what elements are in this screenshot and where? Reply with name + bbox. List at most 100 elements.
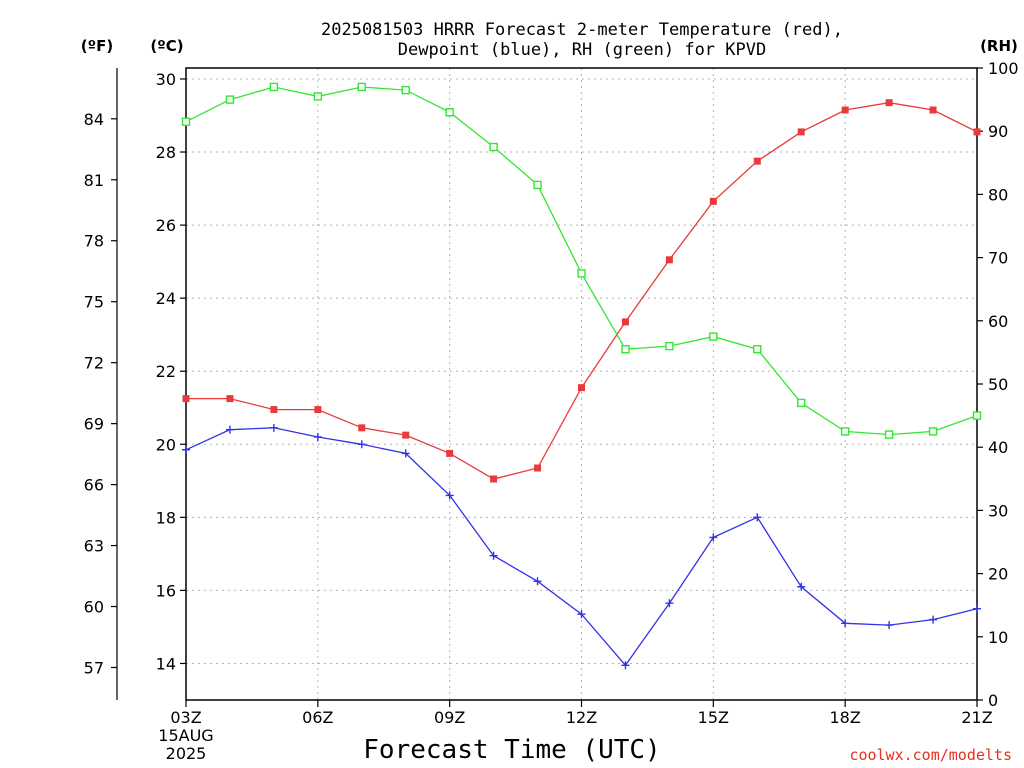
- rh-point: [797, 398, 806, 408]
- rh-point: [225, 95, 235, 104]
- temperature-point: [665, 256, 673, 264]
- temperature-point: [753, 157, 761, 165]
- temperature-point: [929, 106, 937, 114]
- plot-frame: [185, 67, 978, 701]
- rh-point: [928, 427, 938, 436]
- rh-tick-label: 60: [988, 312, 1008, 331]
- temperature-point: [709, 197, 717, 205]
- tick-labels: 14 16 18 20 22 24 26 28 30 57 60 63 66 69 72 75 78 81 84 0 1…: [84, 59, 1019, 727]
- x-tick-label: 03Z: [170, 708, 201, 727]
- celsius-tick-label: 22: [156, 362, 176, 381]
- x-tick-label: 21Z: [961, 708, 992, 727]
- rh-tick-label: 80: [988, 185, 1008, 204]
- celsius-tick-label: 18: [156, 508, 176, 527]
- dewpoint-point: [401, 449, 410, 458]
- x-date-line1: 15AUG: [158, 726, 213, 745]
- dewpoint-series: [182, 423, 981, 670]
- temperature-point: [621, 318, 629, 326]
- rh-tick-label: 0: [988, 691, 998, 710]
- dewpoint-point: [709, 533, 718, 542]
- credit-text: coolwx.com/modelts: [849, 746, 1012, 764]
- fahrenheit-tick-label: 78: [84, 232, 104, 251]
- rh-tick-label: 40: [988, 438, 1008, 457]
- dewpoint-point: [357, 440, 366, 449]
- rh-point: [533, 180, 542, 190]
- dewpoint-point: [182, 445, 190, 454]
- x-date-line2: 2025: [166, 744, 207, 763]
- rh-unit-label: (RH): [980, 37, 1018, 55]
- x-tick-label: 15Z: [698, 708, 729, 727]
- fahrenheit-tick-label: 60: [84, 598, 104, 617]
- fahrenheit-tick-label: 81: [84, 171, 104, 190]
- celsius-tick-label: 30: [156, 70, 176, 89]
- dewpoint-point: [445, 491, 454, 500]
- temperature-point: [578, 384, 585, 392]
- temperature-point: [885, 99, 893, 107]
- temperature-point: [182, 395, 190, 403]
- chart-subtitle: Dewpoint (blue), RH (green) for KPVD: [398, 40, 766, 60]
- temperature-series: [182, 99, 981, 483]
- temperature-point: [841, 106, 849, 114]
- celsius-tick-label: 28: [156, 143, 176, 162]
- dewpoint-point: [533, 577, 542, 586]
- rh-point: [621, 345, 630, 354]
- rh-point: [753, 345, 762, 354]
- temperature-point: [446, 449, 454, 457]
- rh-point: [840, 427, 850, 436]
- chart-title: 2025081503 HRRR Forecast 2-meter Tempera…: [321, 20, 843, 40]
- dewpoint-point: [621, 661, 630, 670]
- rh-point: [181, 117, 191, 126]
- rh-point: [709, 332, 718, 341]
- fahrenheit-unit-label: (ºF): [81, 37, 113, 55]
- dewpoint-point: [665, 599, 674, 608]
- dewpoint-point: [973, 604, 981, 613]
- celsius-unit-label: (ºC): [150, 37, 183, 55]
- rh-point: [445, 108, 454, 117]
- temperature-point: [358, 424, 366, 432]
- dewpoint-point: [797, 582, 806, 591]
- x-tick-label: 18Z: [830, 708, 861, 727]
- rh-tick-label: 10: [988, 628, 1008, 647]
- series-lines: [181, 82, 982, 670]
- dewpoint-point: [577, 610, 586, 619]
- dewpoint-point: [269, 423, 278, 432]
- rh-tick-label: 90: [988, 122, 1008, 141]
- dewpoint-point: [313, 432, 322, 441]
- fahrenheit-tick-label: 72: [84, 354, 104, 373]
- fahrenheit-tick-label: 63: [84, 537, 104, 556]
- fahrenheit-tick-label: 69: [84, 415, 104, 434]
- celsius-tick-label: 16: [156, 581, 176, 600]
- temperature-point: [534, 464, 542, 472]
- rh-tick-label: 100: [988, 59, 1019, 78]
- celsius-tick-label: 24: [156, 289, 176, 308]
- celsius-tick-label: 20: [156, 435, 176, 454]
- temperature-point: [226, 395, 234, 403]
- rh-point: [401, 85, 410, 95]
- x-tick-label: 12Z: [566, 708, 597, 727]
- rh-point: [489, 142, 498, 152]
- dewpoint-point: [841, 619, 850, 628]
- temperature-point: [973, 128, 981, 136]
- dewpoint-point: [753, 513, 762, 522]
- temperature-point: [490, 475, 498, 483]
- rh-tick-label: 30: [988, 501, 1008, 520]
- rh-point: [357, 82, 366, 92]
- celsius-tick-label: 14: [156, 654, 176, 673]
- rh-tick-label: 20: [988, 565, 1008, 584]
- dewpoint-line: [185, 427, 978, 667]
- celsius-tick-label: 26: [156, 216, 176, 235]
- rh-point: [665, 341, 674, 351]
- rh-point: [577, 269, 586, 278]
- x-tick-label: 09Z: [434, 708, 465, 727]
- rh-series: [181, 82, 982, 439]
- fahrenheit-tick-label: 75: [84, 293, 104, 312]
- x-tick-label: 06Z: [302, 708, 333, 727]
- axes: [111, 67, 983, 707]
- fahrenheit-tick-label: 57: [84, 658, 104, 677]
- temperature-point: [797, 128, 805, 136]
- x-axis-label: Forecast Time (UTC): [363, 735, 660, 765]
- rh-point: [269, 82, 279, 92]
- dewpoint-point: [929, 615, 938, 624]
- temperature-point: [314, 406, 322, 414]
